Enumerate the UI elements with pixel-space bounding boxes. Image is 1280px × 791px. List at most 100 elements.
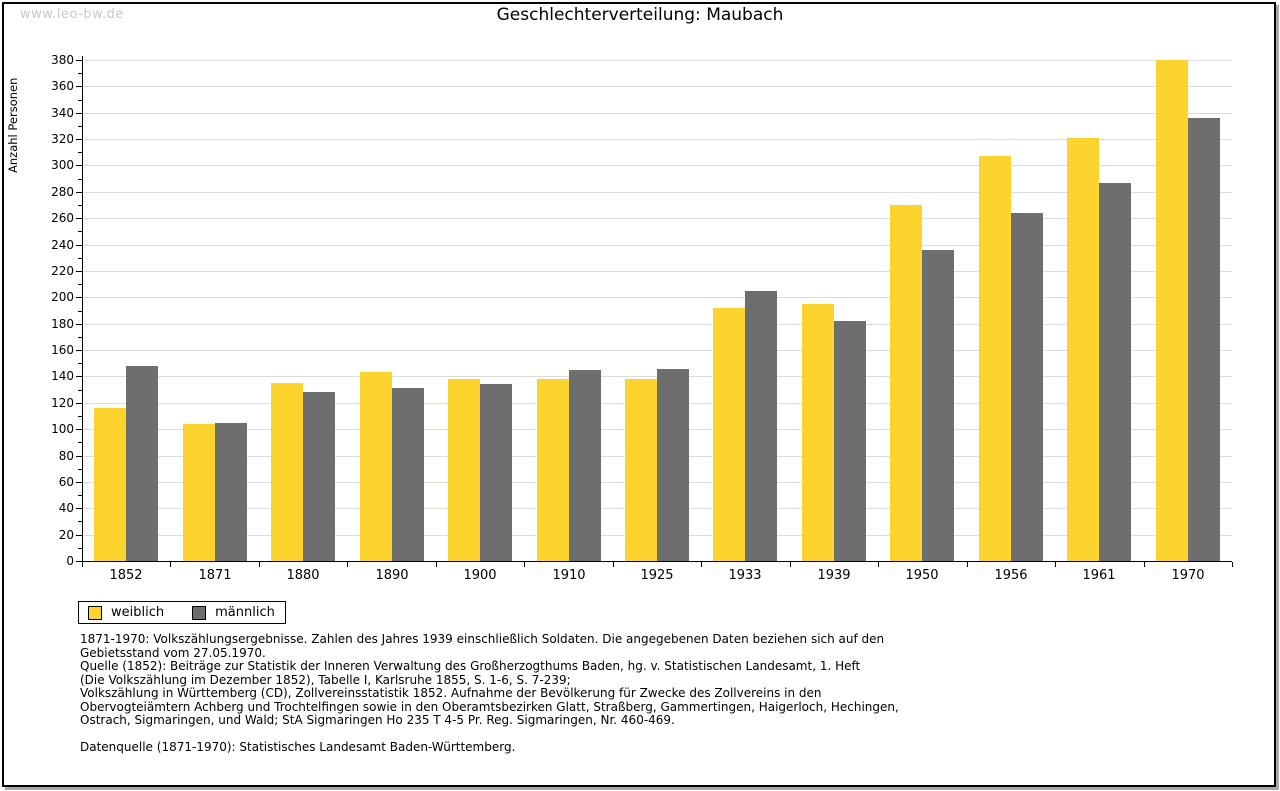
x-tick <box>878 562 879 567</box>
x-tick <box>436 562 437 567</box>
y-major-tick <box>76 86 82 87</box>
y-gridline <box>82 218 1232 219</box>
y-minor-tick <box>78 284 82 285</box>
x-tick-label: 1970 <box>1171 568 1205 583</box>
bar-männlich-1925 <box>657 369 689 561</box>
bar-weiblich-1871 <box>183 424 215 561</box>
bar-weiblich-1880 <box>271 383 303 561</box>
y-tick-label: 220 <box>51 264 74 278</box>
legend-swatch-männlich <box>192 605 207 620</box>
y-minor-tick <box>78 311 82 312</box>
y-major-tick <box>76 561 82 562</box>
legend-item-weiblich: weiblich <box>88 605 164 620</box>
bar-weiblich-1961 <box>1067 138 1099 561</box>
x-tick <box>967 562 968 567</box>
x-tick <box>259 562 260 567</box>
bar-weiblich-1939 <box>802 304 834 561</box>
x-tick-label: 1961 <box>1082 568 1116 583</box>
bar-männlich-1880 <box>303 392 335 561</box>
y-tick-label: 240 <box>51 238 74 252</box>
x-tick <box>1232 562 1233 567</box>
x-tick <box>347 562 348 567</box>
y-minor-tick <box>78 152 82 153</box>
footnote-line: Obervogteiämtern Achberg und Trochtelfin… <box>80 699 899 714</box>
y-major-tick <box>76 297 82 298</box>
y-major-tick <box>76 350 82 351</box>
bar-männlich-1933 <box>745 291 777 561</box>
y-major-tick <box>76 508 82 509</box>
y-gridline <box>82 297 1232 298</box>
y-tick-label: 60 <box>58 475 74 489</box>
y-gridline <box>82 60 1232 61</box>
y-minor-tick <box>78 521 82 522</box>
bar-männlich-1961 <box>1099 183 1131 561</box>
plot-area: 0 20 40 60 80 100 120 140 160 180 200 220 240 260 280 3… <box>51 53 1233 583</box>
x-tick <box>170 562 171 567</box>
y-gridline <box>82 139 1232 140</box>
bar-männlich-1950 <box>922 250 954 561</box>
footnote-line: Quelle (1852): Beiträge zur Statistik de… <box>80 659 861 673</box>
bar-weiblich-1925 <box>625 379 657 561</box>
x-tick <box>524 562 525 567</box>
bar-männlich-1939 <box>834 321 866 561</box>
x-tick-label: 1925 <box>640 568 674 583</box>
y-minor-tick <box>78 416 82 417</box>
y-major-tick <box>76 192 82 193</box>
x-tick-label: 1871 <box>198 568 232 583</box>
y-minor-tick <box>78 495 82 496</box>
y-tick-label: 80 <box>58 449 74 463</box>
legend: weiblich männlich <box>78 601 286 624</box>
y-major-tick <box>76 113 82 114</box>
footnote-line: Volkszählung in Württemberg (CD), Zollve… <box>80 686 822 700</box>
x-tick <box>1144 562 1145 567</box>
y-axis-title: Anzahl Personen <box>6 77 20 173</box>
y-major-tick <box>76 456 82 457</box>
y-tick-label: 0 <box>66 554 74 568</box>
y-minor-tick <box>78 442 82 443</box>
y-gridline <box>82 271 1232 272</box>
bar-männlich-1910 <box>569 370 601 561</box>
y-tick-label: 260 <box>51 211 74 225</box>
y-gridline <box>82 113 1232 114</box>
y-tick-label: 40 <box>58 501 74 515</box>
legend-label: männlich <box>215 605 275 620</box>
x-tick <box>613 562 614 567</box>
bar-männlich-1956 <box>1011 213 1043 561</box>
y-tick-label: 280 <box>51 185 74 199</box>
y-gridline <box>82 192 1232 193</box>
y-tick-label: 320 <box>51 132 74 146</box>
y-tick-label: 300 <box>51 158 74 172</box>
legend-swatch-weiblich <box>88 605 102 620</box>
y-gridline <box>82 324 1232 325</box>
bar-weiblich-1956 <box>979 156 1011 561</box>
x-tick-label: 1933 <box>728 568 762 583</box>
y-major-tick <box>76 60 82 61</box>
datasource-line: Datenquelle (1871-1970): Statistisches L… <box>80 740 516 754</box>
footnote-line: 1871-1970: Volkszählungsergebnisse. Zahl… <box>80 632 885 646</box>
x-tick-label: 1950 <box>905 568 939 583</box>
x-tick <box>701 562 702 567</box>
y-tick-label: 380 <box>51 53 74 67</box>
y-minor-tick <box>78 390 82 391</box>
legend-label: weiblich <box>111 605 165 620</box>
x-tick <box>82 562 83 567</box>
y-tick-label: 340 <box>51 106 74 120</box>
footnotes: 1871-1970: Volkszählungsergebnisse. Zahl… <box>80 632 1200 728</box>
x-tick-label: 1939 <box>817 568 851 583</box>
y-gridline <box>82 350 1232 351</box>
y-major-tick <box>76 324 82 325</box>
y-minor-tick <box>78 100 82 101</box>
y-tick-label: 180 <box>51 317 74 331</box>
footnote-line: Ostrach, Sigmaringen, und Wald; StA Sigm… <box>80 713 675 727</box>
legend-item-männlich: männlich <box>192 605 275 620</box>
y-minor-tick <box>78 258 82 259</box>
y-minor-tick <box>78 231 82 232</box>
y-major-tick <box>76 482 82 483</box>
y-tick-label: 120 <box>51 396 74 410</box>
y-minor-tick <box>78 363 82 364</box>
bar-weiblich-1852 <box>94 408 126 561</box>
y-tick-label: 100 <box>51 422 74 436</box>
y-minor-tick <box>78 205 82 206</box>
y-tick-label: 360 <box>51 79 74 93</box>
y-minor-tick <box>78 469 82 470</box>
